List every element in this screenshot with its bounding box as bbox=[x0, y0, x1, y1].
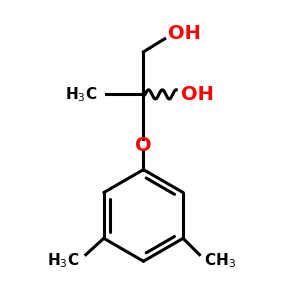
Text: H$_3$C: H$_3$C bbox=[47, 251, 79, 270]
Text: OH: OH bbox=[181, 85, 214, 104]
Text: CH$_3$: CH$_3$ bbox=[204, 251, 236, 270]
Text: H$_3$C: H$_3$C bbox=[65, 85, 98, 104]
Text: O: O bbox=[135, 136, 152, 154]
Text: OH: OH bbox=[168, 24, 201, 44]
